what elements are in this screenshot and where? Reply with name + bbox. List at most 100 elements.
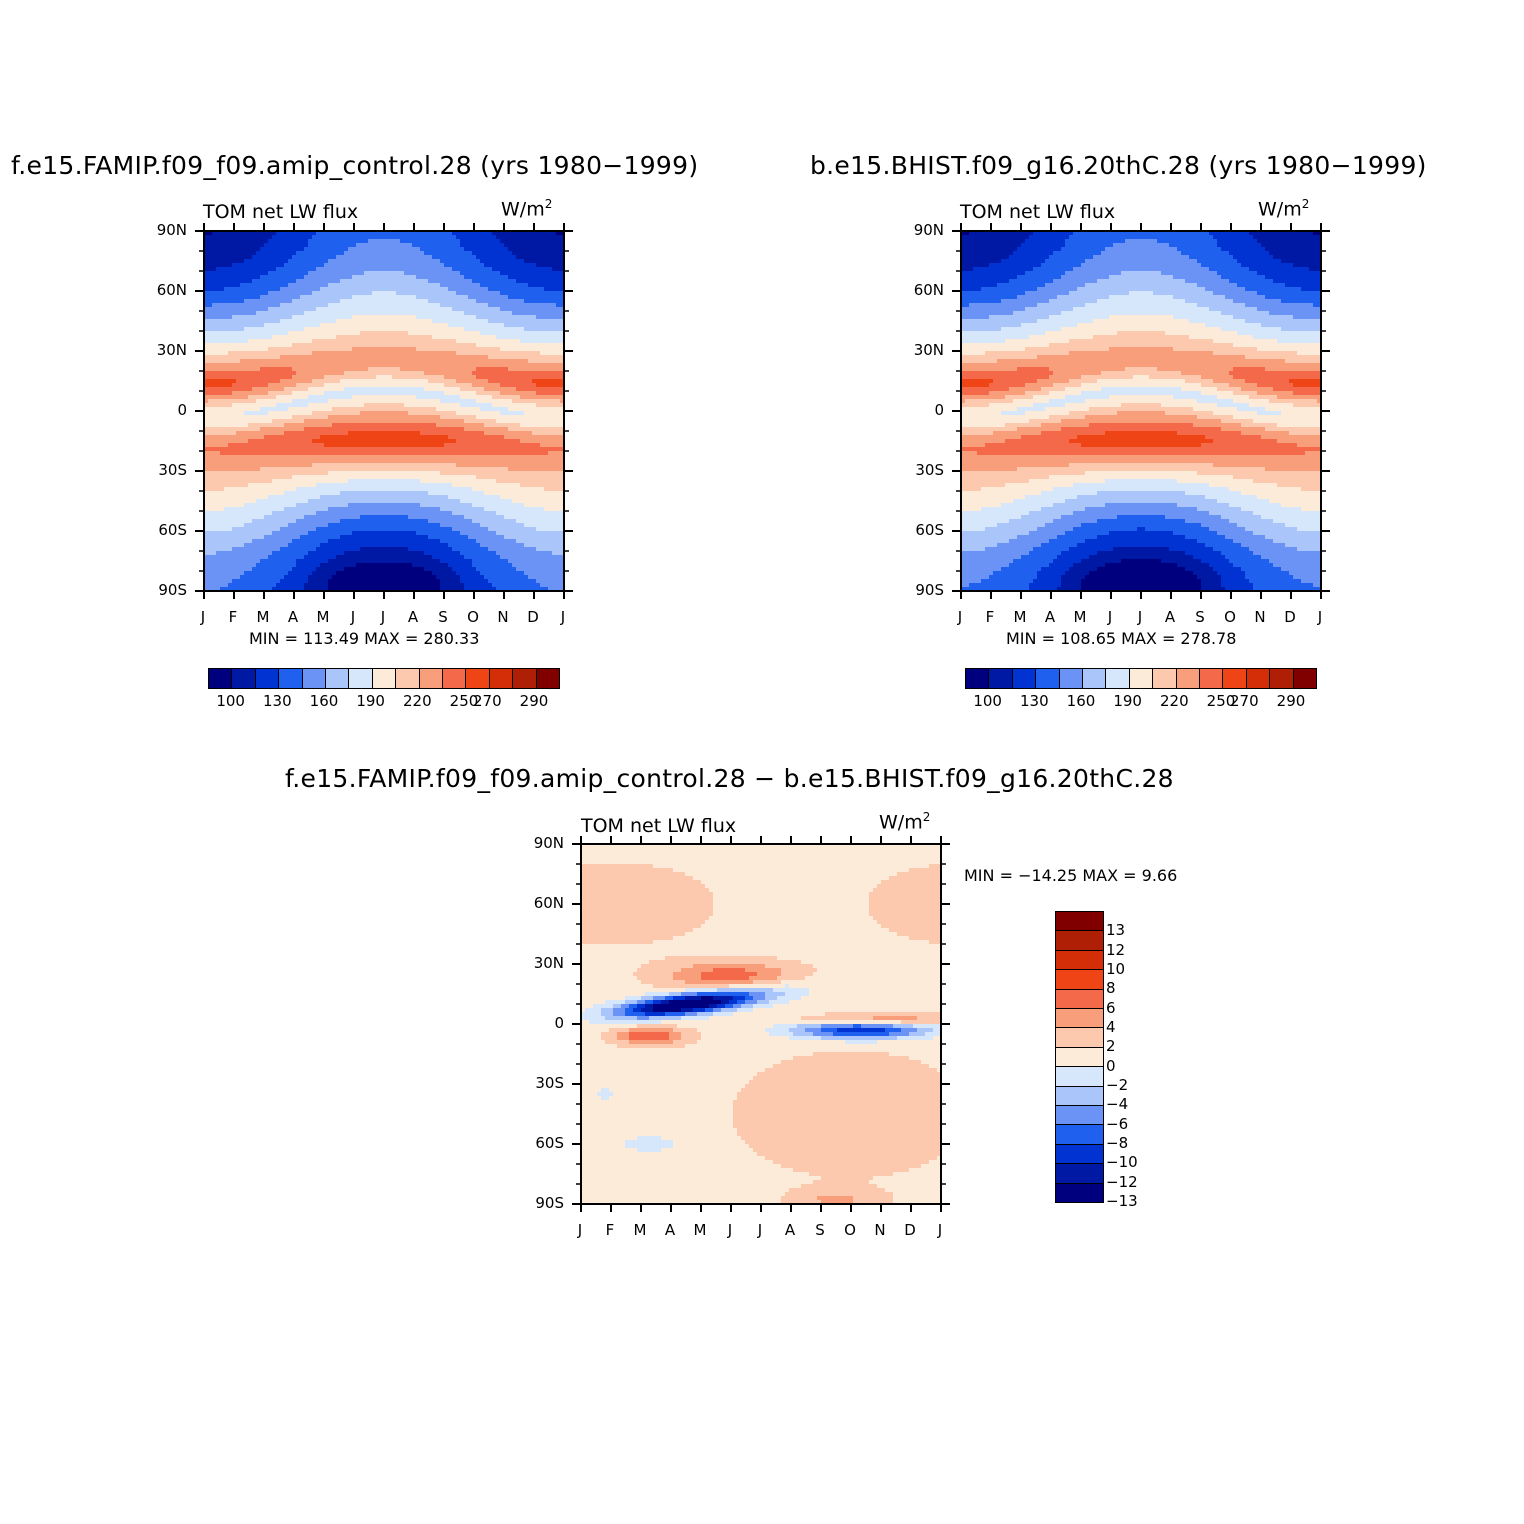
colorbar-swatch [989,669,1013,688]
colorbar-swatch [1059,669,1084,688]
panel-2-variable: TOM net LW flux [960,201,1115,223]
colorbar-swatch [209,669,233,688]
colorbar-swatch [326,669,350,688]
colorbar-label: −12 [1106,1173,1138,1191]
colorbar-swatch [302,669,327,688]
x-tick-label: O [463,610,483,625]
colorbar-swatch [1176,669,1201,688]
x-tick-label: J [1100,610,1120,625]
panel-2-minmax: MIN = 108.65 MAX = 278.78 [1006,629,1236,648]
colorbar-label: −10 [1106,1153,1138,1171]
colorbar-label: −13 [1106,1192,1138,1210]
y-tick-label: 60S [504,1136,564,1151]
panel-1-title: f.e15.FAMIP.f09_f09.amip_control.28 (yrs… [11,151,698,180]
x-tick-label: A [403,610,423,625]
colorbar-swatch [1056,931,1103,951]
x-tick-label: S [433,610,453,625]
y-tick-label: 60N [127,283,187,298]
colorbar-swatch [1153,669,1177,688]
x-tick-label: M [690,1223,710,1238]
colorbar-swatch [1056,1183,1103,1203]
colorbar-swatch [1056,1144,1103,1165]
colorbar-swatch [396,669,420,688]
x-tick-label: M [630,1223,650,1238]
colorbar-swatch [1036,669,1060,688]
colorbar-swatch [1056,1086,1103,1107]
colorbar-swatch [1056,1028,1103,1048]
y-tick-label: 30N [127,343,187,358]
x-tick-label: J [930,1223,950,1238]
y-tick-label: 0 [504,1016,564,1031]
colorbar-swatch [1012,669,1037,688]
x-tick-label: M [313,610,333,625]
colorbar-label: 270 [1230,692,1259,710]
x-tick-label: D [1280,610,1300,625]
x-tick-label: N [493,610,513,625]
panel-1-contour-plot [195,223,573,599]
x-tick-label: J [950,610,970,625]
panel-2-colorbar [965,668,1317,689]
panel-2-unit: W/m2 [1258,197,1309,220]
y-tick-label: 60S [884,523,944,538]
y-tick-label: 90S [884,583,944,598]
colorbar-label: 290 [1277,692,1306,710]
colorbar-label: 4 [1106,1018,1116,1036]
colorbar-swatch [1056,1009,1103,1029]
colorbar-label: 250 [450,692,479,710]
y-tick-label: 0 [127,403,187,418]
y-tick-label: 30S [884,463,944,478]
colorbar-label: 6 [1106,999,1116,1017]
panel-3-unit: W/m2 [879,810,930,833]
x-tick-label: A [1040,610,1060,625]
panel-2-contour-plot [952,223,1330,599]
colorbar-swatch [1056,1106,1103,1126]
colorbar-label: 190 [1113,692,1142,710]
x-tick-label: J [1310,610,1330,625]
x-tick-label: J [1130,610,1150,625]
panel-3-colorbar [1055,911,1104,1203]
colorbar-swatch [966,669,990,688]
colorbar-swatch [232,669,256,688]
colorbar-swatch [1106,669,1130,688]
y-tick-label: 90S [504,1196,564,1211]
colorbar-swatch [279,669,303,688]
colorbar-label: 100 [973,692,1002,710]
colorbar-label: 10 [1106,960,1125,978]
colorbar-label: 2 [1106,1037,1116,1055]
panel-3-minmax: MIN = −14.25 MAX = 9.66 [964,866,1177,885]
x-tick-label: S [810,1223,830,1238]
y-tick-label: 60S [127,523,187,538]
colorbar-swatch [466,669,490,688]
x-tick-label: J [343,610,363,625]
panel-3-variable: TOM net LW flux [581,815,736,837]
panel-3-title: f.e15.FAMIP.f09_f09.amip_control.28 − b.… [285,764,1174,793]
colorbar-label: 220 [403,692,432,710]
x-tick-label: O [1220,610,1240,625]
x-tick-label: J [553,610,573,625]
colorbar-label: −8 [1106,1134,1128,1152]
x-tick-label: J [373,610,393,625]
y-tick-label: 90N [504,836,564,851]
y-tick-label: 30S [127,463,187,478]
colorbar-swatch [349,669,373,688]
panel-3-contour-plot [572,836,950,1212]
colorbar-swatch [1056,1125,1103,1145]
x-tick-label: M [1070,610,1090,625]
x-tick-label: N [870,1223,890,1238]
colorbar-label: 130 [1020,692,1049,710]
panel-1-variable: TOM net LW flux [203,201,358,223]
colorbar-swatch [1270,669,1294,688]
x-tick-label: F [980,610,1000,625]
colorbar-label: 100 [216,692,245,710]
colorbar-swatch [1200,669,1224,688]
colorbar-label: 0 [1106,1057,1116,1075]
colorbar-swatch [1293,669,1317,688]
colorbar-label: 220 [1160,692,1189,710]
x-tick-label: A [283,610,303,625]
x-tick-label: O [840,1223,860,1238]
colorbar-swatch [489,669,514,688]
colorbar-swatch [1056,970,1103,990]
colorbar-label: 8 [1106,979,1116,997]
panel-2-title: b.e15.BHIST.f09_g16.20thC.28 (yrs 1980−1… [810,151,1427,180]
x-tick-label: M [253,610,273,625]
